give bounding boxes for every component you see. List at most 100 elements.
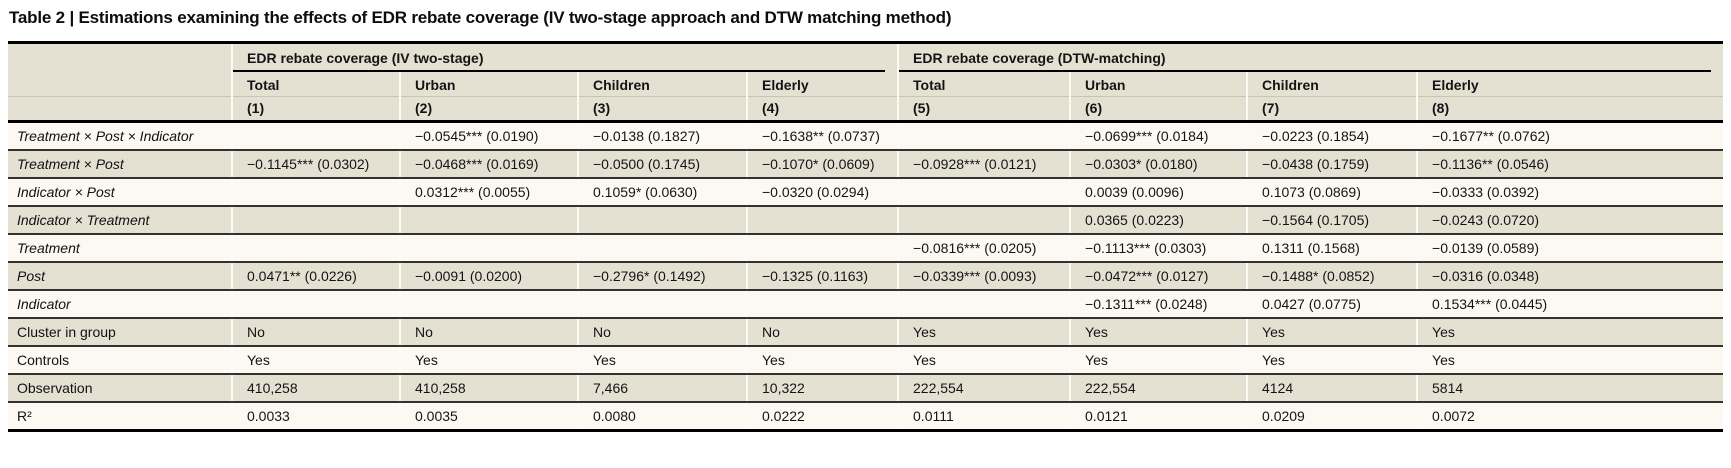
cell: Yes (577, 346, 747, 375)
cell (897, 290, 1071, 319)
cell: 222,554 (1069, 374, 1248, 403)
paper-table-figure: Table 2 | Estimations examining the effe… (8, 8, 1724, 432)
cell: 0.0072 (1416, 402, 1724, 432)
estimation-table: EDR rebate coverage (IV two-stage) EDR r… (8, 41, 1724, 432)
cell: −0.0468*** (0.0169) (399, 150, 578, 179)
cell (231, 234, 400, 263)
cell: No (399, 318, 578, 347)
column-header-5-total: Total (897, 72, 1071, 97)
column-group-row: EDR rebate coverage (IV two-stage) EDR r… (8, 42, 1724, 72)
cell (897, 178, 1071, 207)
cell: −0.0243 (0.0720) (1416, 206, 1724, 235)
column-header-7-children: Children (1246, 72, 1418, 97)
cell: 0.0427 (0.0775) (1246, 290, 1418, 319)
row-label: Treatment × Post (8, 150, 232, 179)
table-row: Indicator −0.1311*** (0.0248) 0.0427 (0.07… (8, 290, 1724, 319)
cell: −0.0320 (0.0294) (745, 178, 899, 207)
table-row: Observation 410,258 410,258 7,466 10,322 222,… (8, 374, 1724, 403)
table-row: R² 0.0033 0.0035 0.0080 0.0222 0.0111 0.0121 0.… (8, 402, 1724, 432)
column-header-1-total: Total (231, 72, 400, 97)
row-label: Indicator (8, 290, 232, 319)
cell: −0.0699*** (0.0184) (1069, 121, 1248, 151)
cell (897, 121, 1071, 151)
cell (577, 206, 747, 235)
cell: 4124 (1246, 374, 1418, 403)
cell: 0.0471** (0.0226) (231, 262, 400, 291)
cell (399, 234, 578, 263)
cell (231, 206, 400, 235)
column-number-8: (8) (1416, 96, 1724, 123)
cell: −0.0500 (0.1745) (577, 150, 747, 179)
cell: 0.0365 (0.0223) (1069, 206, 1248, 235)
cell: 222,554 (897, 374, 1071, 403)
cell: 10,322 (745, 374, 899, 403)
cell: −0.1325 (0.1163) (745, 262, 899, 291)
column-number-2: (2) (399, 96, 578, 123)
column-numbers-row: (1) (2) (3) (4) (5) (6) (7) (8) (8, 96, 1724, 123)
column-number-4: (4) (745, 96, 899, 123)
table-row: Indicator × Treatment 0.0365 (0.0223) −0.1… (8, 206, 1724, 235)
column-header-4-elderly: Elderly (745, 72, 899, 97)
row-label: R² (8, 402, 232, 432)
label-column-spacer (8, 42, 232, 72)
row-label: Indicator × Post (8, 178, 232, 207)
cell: No (745, 318, 899, 347)
cell: 5814 (1416, 374, 1724, 403)
cell: 7,466 (577, 374, 747, 403)
cell (897, 206, 1071, 235)
cell: No (577, 318, 747, 347)
cell: −0.0472*** (0.0127) (1069, 262, 1248, 291)
cell: Yes (1246, 318, 1418, 347)
cell (745, 234, 899, 263)
table-body: Treatment × Post × Indicator −0.0545*** (… (8, 121, 1724, 432)
cell: −0.1564 (0.1705) (1246, 206, 1418, 235)
cell: Yes (1416, 318, 1724, 347)
column-number-6: (6) (1069, 96, 1248, 123)
cell: 0.0033 (231, 402, 400, 432)
cell: −0.0138 (0.1827) (577, 121, 747, 151)
cell: 0.1059* (0.0630) (577, 178, 747, 207)
cell: −0.0339*** (0.0093) (897, 262, 1071, 291)
cell (577, 234, 747, 263)
column-group-iv-two-stage: EDR rebate coverage (IV two-stage) (230, 42, 899, 72)
cell: −0.1311*** (0.0248) (1069, 290, 1248, 319)
table-row: Treatment −0.0816*** (0.0205) −0.1113*** (… (8, 234, 1724, 263)
cell: 0.1534*** (0.0445) (1416, 290, 1724, 319)
table-row: Post 0.0471** (0.0226) −0.0091 (0.0200) −0.… (8, 262, 1724, 291)
cell: −0.0139 (0.0589) (1416, 234, 1724, 263)
row-label: Treatment (8, 234, 232, 263)
row-label: Cluster in group (8, 318, 232, 347)
table-header: EDR rebate coverage (IV two-stage) EDR r… (8, 42, 1724, 123)
cell: Yes (1069, 318, 1248, 347)
cell: −0.1113*** (0.0303) (1069, 234, 1248, 263)
cell: −0.0316 (0.0348) (1416, 262, 1724, 291)
cell: Yes (1069, 346, 1248, 375)
cell: 0.0035 (399, 402, 578, 432)
cell: −0.2796* (0.1492) (577, 262, 747, 291)
cell (745, 206, 899, 235)
column-header-2-urban: Urban (399, 72, 578, 97)
cell (231, 290, 400, 319)
cell: Yes (897, 346, 1071, 375)
cell: −0.0333 (0.0392) (1416, 178, 1724, 207)
cell (745, 290, 899, 319)
cell: −0.1638** (0.0737) (745, 121, 899, 151)
cell: 0.0111 (897, 402, 1071, 432)
column-header-3-children: Children (577, 72, 747, 97)
cell: Yes (1246, 346, 1418, 375)
label-column-spacer (8, 72, 232, 97)
cell: 410,258 (399, 374, 578, 403)
cell (231, 121, 400, 151)
column-header-6-urban: Urban (1069, 72, 1248, 97)
table-row: Controls Yes Yes Yes Yes Yes Yes Yes Yes (8, 346, 1724, 375)
cell: −0.0816*** (0.0205) (897, 234, 1071, 263)
column-number-5: (5) (897, 96, 1071, 123)
cell: Yes (399, 346, 578, 375)
cell: −0.1488* (0.0852) (1246, 262, 1418, 291)
row-label: Indicator × Treatment (8, 206, 232, 235)
cell (231, 178, 400, 207)
cell: Yes (897, 318, 1071, 347)
cell: Yes (745, 346, 899, 375)
row-label: Controls (8, 346, 232, 375)
label-column-spacer (8, 96, 232, 123)
